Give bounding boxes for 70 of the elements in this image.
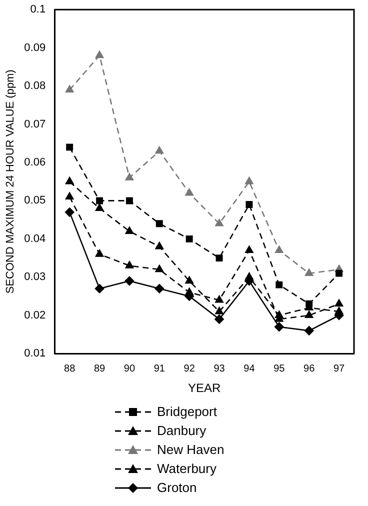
point [155,242,164,250]
y-tick-label: 0.04 [24,232,46,245]
legend-label: Danbury [157,423,206,438]
point [246,201,253,208]
y-tick-label: 0.05 [24,194,46,207]
y-tick-label: 0.08 [24,80,46,92]
point [304,268,314,276]
y-tick-label: 0.02 [24,309,46,322]
point [65,192,74,200]
y-tick-label: 0.09 [24,42,46,54]
point [95,250,104,257]
x-tick-label: 96 [304,363,316,374]
point [154,284,164,294]
x-tick-label: 97 [333,363,346,374]
x-tick-label: 92 [184,363,196,374]
x-tick-label: 88 [64,363,76,374]
x-tick-label: 90 [124,363,136,374]
point [96,197,103,204]
point [124,276,134,286]
point [185,276,194,284]
point [304,310,314,318]
point [276,281,283,288]
point [215,306,224,314]
point [214,314,224,324]
point [95,50,104,58]
point [304,326,314,336]
point [334,299,344,307]
point [155,146,164,154]
point [215,295,224,303]
y-tick-label: 0.07 [24,118,46,130]
point [215,218,224,226]
x-tick-label: 93 [214,363,226,374]
point [94,284,104,294]
point [95,204,104,212]
x-tick-label: 91 [154,363,166,374]
point [185,288,194,296]
point [66,144,74,151]
point [245,272,254,280]
legend-label: New Haven [157,442,224,457]
point [125,226,134,234]
point [65,176,74,184]
x-axis-title: YEAR [188,381,221,396]
point [245,246,254,254]
point [336,270,343,277]
point [126,197,133,204]
x-tick-label: 89 [94,363,106,374]
point [125,173,134,180]
legend-label: Groton [157,480,197,495]
point [275,246,284,254]
point [65,85,74,93]
point [125,261,134,268]
point [274,322,284,332]
x-tick-label: 95 [274,363,286,374]
point [216,254,223,262]
y-tick-label: 0.03 [24,271,46,284]
y-tick-label: 0.01 [24,348,46,360]
y-axis-title: SECOND MAXIMUM 24 HOUR VALUE (ppm) [4,70,17,294]
legend-label: Bridgeport [157,404,217,419]
point [334,306,344,314]
point [185,188,194,196]
point [306,300,313,308]
point [64,208,74,217]
legend-label: Waterbury [157,461,216,476]
point [155,264,164,272]
x-tick-label: 94 [244,363,256,374]
y-tick-label: 0.1 [30,4,46,16]
y-tick-label: 0.06 [24,156,46,169]
point [245,176,254,184]
point [186,235,193,242]
point [156,220,163,228]
